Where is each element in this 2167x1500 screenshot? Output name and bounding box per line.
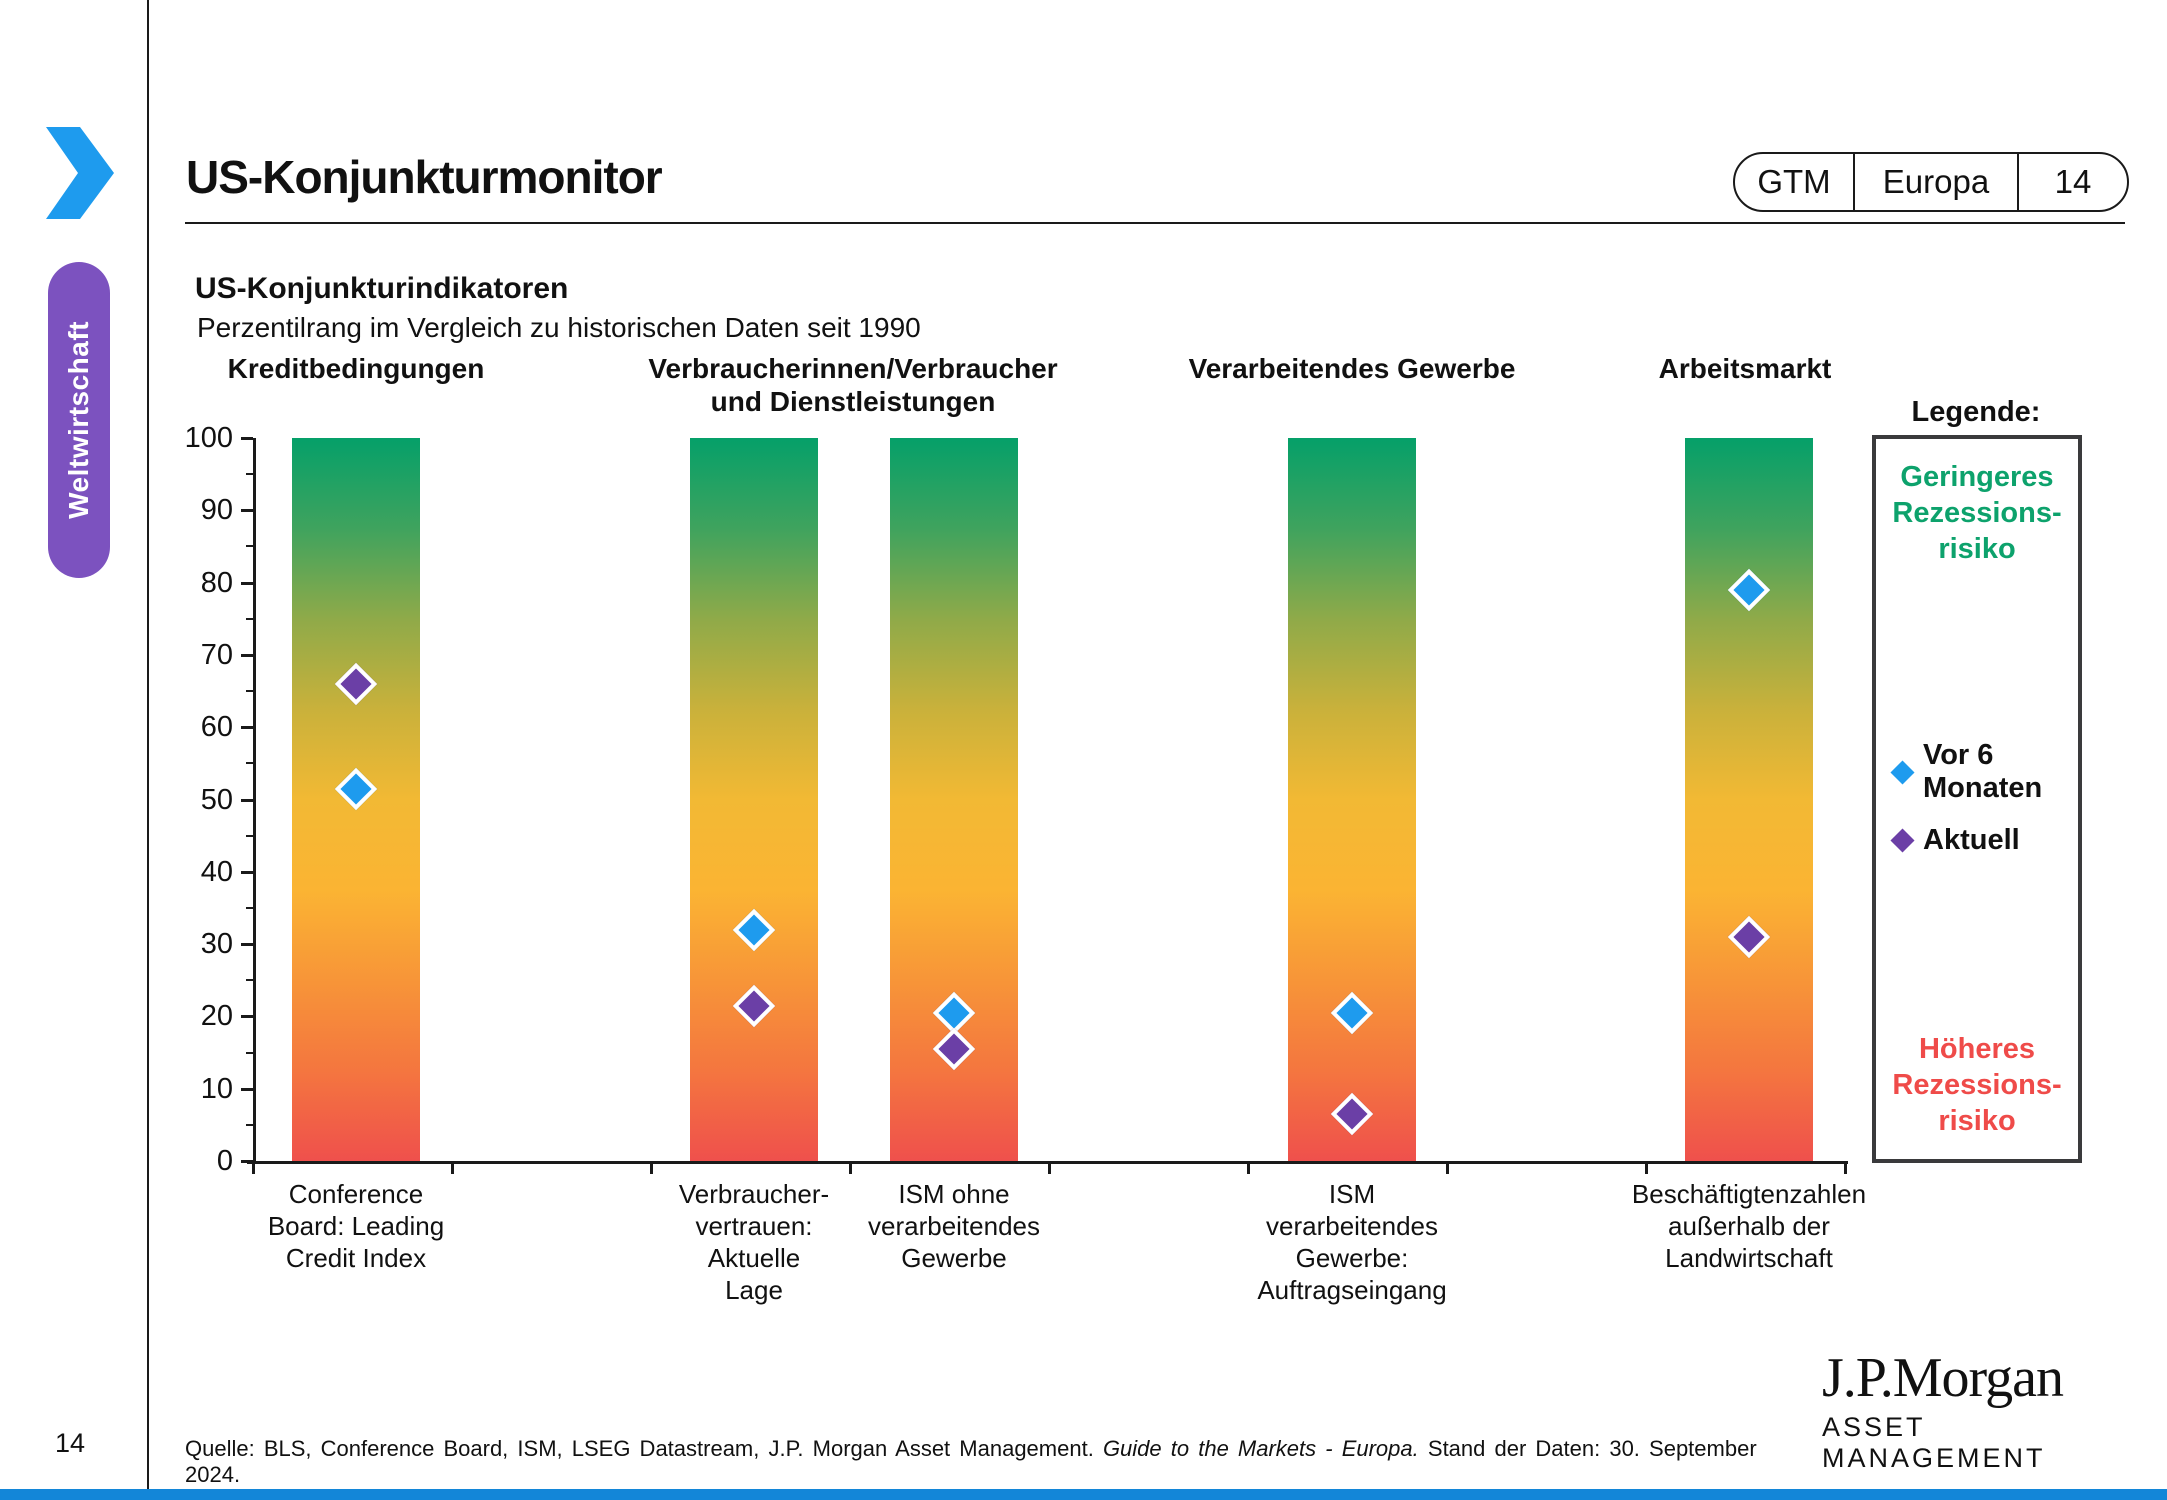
footer-page-number: 14: [54, 1428, 86, 1458]
x-tick: [1844, 1161, 1847, 1174]
x-tick: [451, 1161, 454, 1174]
y-tick-minor: [246, 473, 253, 476]
legend-item-aktuell-label: Aktuell: [1923, 824, 2020, 856]
vor-6-monaten-diamond-icon: [1890, 759, 1915, 785]
y-tick-label: 30: [200, 928, 233, 961]
x-tick: [252, 1161, 255, 1174]
gradient-bar: [1685, 438, 1813, 1161]
sidebar-tab-label: Weltwirtschaft: [63, 321, 94, 519]
y-tick-minor: [246, 834, 253, 837]
y-tick-major: [241, 1015, 253, 1019]
y-tick-minor: [246, 979, 253, 982]
y-tick-label: 40: [200, 855, 233, 888]
chart-title: US-Konjunkturindikatoren: [195, 272, 569, 305]
y-axis-line: [253, 438, 256, 1164]
y-tick-label: 70: [200, 638, 233, 671]
y-tick-label: 100: [184, 422, 233, 454]
jpmorgan-logo-subtitle: ASSET MANAGEMENT: [1822, 1412, 2046, 1473]
gradient-bar: [690, 438, 818, 1161]
vertical-divider: [147, 0, 149, 1500]
group-header-verbraucher: Verbraucherinnen/Verbraucher und Dienstl…: [648, 353, 1058, 417]
legend-heading: Legende:: [1911, 396, 2041, 428]
group-header-arbeitsmarkt: Arbeitsmarkt: [1658, 353, 1832, 384]
y-tick-label: 60: [200, 711, 233, 744]
x-tick: [1247, 1161, 1250, 1174]
y-tick-major: [241, 437, 253, 440]
x-tick: [849, 1161, 852, 1174]
aktuell-diamond-icon: [1890, 828, 1915, 853]
gtm-badge-label: GTM: [1757, 163, 1831, 200]
page-title: US-Konjunkturmonitor: [186, 151, 663, 203]
y-tick-major: [241, 798, 253, 802]
legend-item-vor6-label: Vor 6 Monaten: [1923, 739, 2043, 804]
gtm-badge: GTM Europa 14: [1733, 152, 2129, 212]
x-tick: [1446, 1161, 1449, 1174]
source-prefix: Quelle: BLS, Conference Board, ISM, LSEG…: [185, 1436, 1094, 1461]
category-label: Conference Board: Leading Credit Index: [267, 1179, 445, 1273]
y-tick-label: 0: [216, 1145, 233, 1177]
y-tick-major: [241, 726, 253, 730]
legend-item-vor-6-monaten: Vor 6 Monaten: [1890, 739, 2074, 805]
category-label: ISM verarbeitendes Gewerbe: Auftragseing…: [1257, 1179, 1447, 1305]
category-label: Verbraucher- vertrauen: Aktuelle Lage: [678, 1179, 830, 1305]
gradient-bar: [1288, 438, 1416, 1161]
bottom-accent-bar: [0, 1489, 2167, 1500]
y-tick-major: [241, 1160, 253, 1163]
y-tick-major: [241, 1087, 253, 1091]
legend-low-risk-label: Geringeres Rezessions- risiko: [1892, 461, 2062, 565]
y-tick-major: [241, 943, 253, 947]
x-tick: [650, 1161, 653, 1174]
source-line: Quelle: BLS, Conference Board, ISM, LSEG…: [185, 1436, 1805, 1488]
y-tick-major: [241, 509, 253, 513]
group-header-verarbeitendes-gewerbe: Verarbeitendes Gewerbe: [1188, 353, 1516, 384]
jpmorgan-logo-name: J.P.Morgan: [1822, 1347, 2064, 1409]
chevron-icon: [46, 127, 114, 219]
y-tick-label: 10: [200, 1072, 233, 1105]
y-tick-label: 80: [200, 566, 233, 599]
x-tick: [1048, 1161, 1051, 1174]
y-tick-major: [241, 870, 253, 874]
category-label: Beschäftigtenzahlen außerhalb der Landwi…: [1631, 1179, 1867, 1273]
category-label: ISM ohne verarbeitendes Gewerbe: [868, 1179, 1040, 1273]
chart-subtitle: Perzentilrang im Vergleich zu historisch…: [197, 312, 921, 343]
y-tick-major: [241, 581, 253, 585]
source-publication: Guide to the Markets - Europa.: [1102, 1436, 1419, 1461]
jpmorgan-logo: J.P.Morgan ASSET MANAGEMENT: [1822, 1348, 2122, 1474]
y-tick-minor: [246, 1123, 253, 1126]
y-tick-minor: [246, 690, 253, 693]
y-tick-label: 90: [200, 494, 233, 527]
y-tick-minor: [246, 762, 253, 765]
title-rule: [185, 222, 2125, 224]
sidebar-tab-weltwirtschaft: Weltwirtschaft: [48, 262, 110, 578]
y-tick-major: [241, 653, 253, 657]
legend-item-aktuell: Aktuell: [1890, 824, 2074, 857]
y-tick-minor: [246, 545, 253, 548]
gtm-badge-page: 14: [2054, 163, 2092, 200]
gtm-badge-region: Europa: [1853, 154, 2019, 210]
y-tick-minor: [246, 617, 253, 620]
x-axis-line: [247, 1161, 1848, 1164]
group-header-kreditbedingungen: Kreditbedingungen: [227, 353, 485, 384]
y-tick-label: 20: [200, 1000, 233, 1033]
y-tick-label: 50: [200, 783, 233, 816]
legend-high-risk-label: Höheres Rezessions- risiko: [1892, 1033, 2062, 1137]
y-tick-minor: [246, 906, 253, 909]
source-suffix: Stand der Daten: 30. September 2024.: [185, 1436, 1757, 1487]
legend-box: Geringeres Rezessions- risiko Vor 6 Mona…: [1872, 435, 2082, 1163]
x-tick: [1645, 1161, 1648, 1174]
y-tick-minor: [246, 1051, 253, 1054]
